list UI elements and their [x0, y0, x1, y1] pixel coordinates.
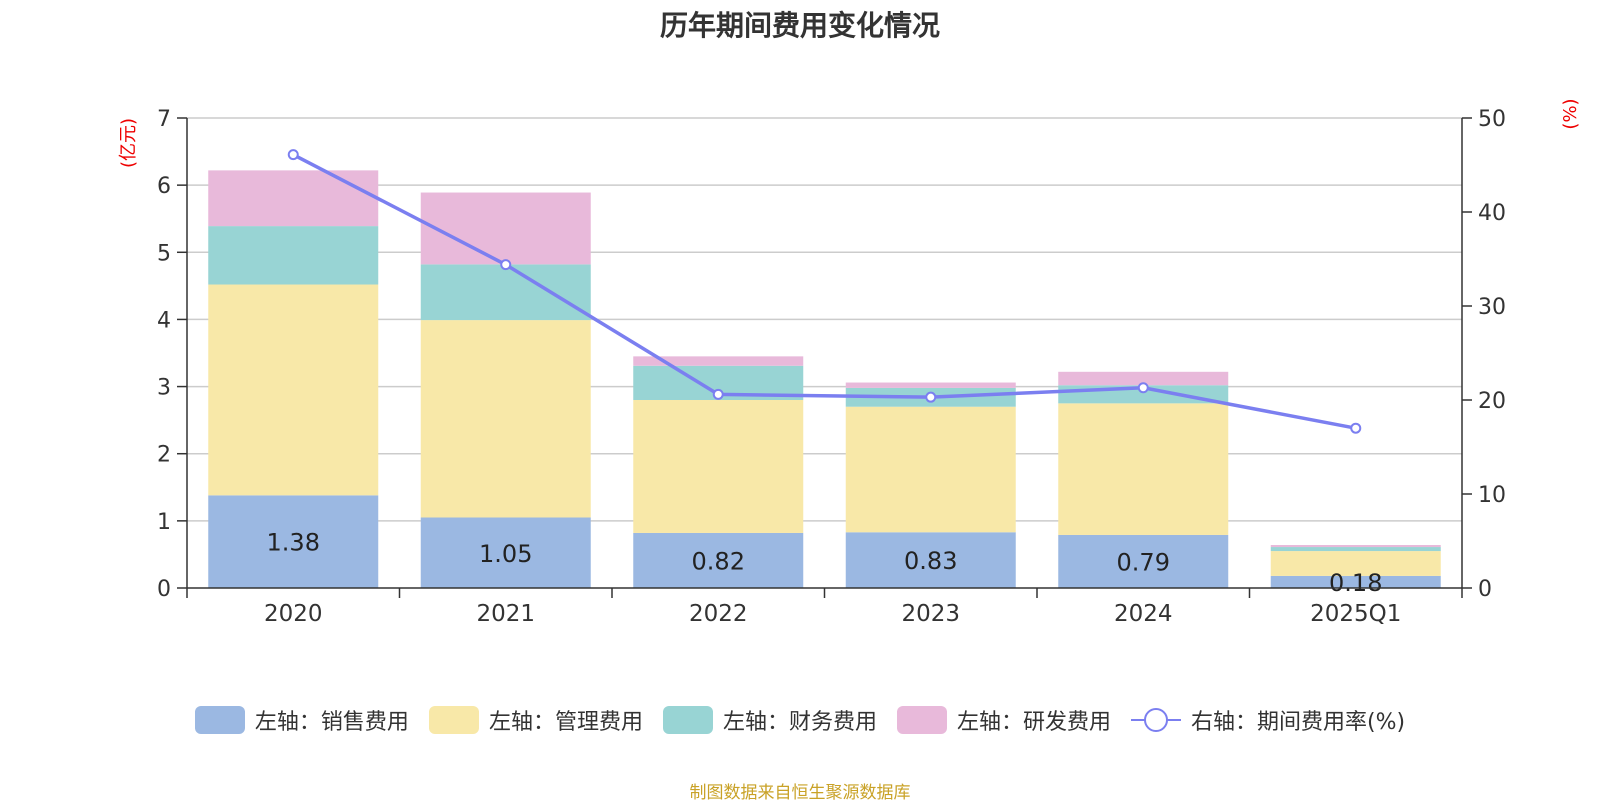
x-tick-label-2022: 2022 [689, 601, 748, 627]
legend-label-sales: 左轴：销售费用 [254, 710, 409, 735]
expense-rate-point-2021 [500, 259, 512, 271]
bar-segment-4-2022 [633, 356, 804, 366]
legend-swatch-admin [428, 706, 479, 734]
bar-data-label-2022: 0.82 [692, 547, 745, 575]
right-axis-unit-label: (%) [1560, 98, 1581, 129]
x-tick-label-2025Q1: 2025Q1 [1310, 601, 1401, 627]
expense-rate-point-2022 [712, 388, 724, 400]
left-tick-label-3: 3 [157, 376, 171, 401]
legend-item-admin[interactable]: 左轴：管理费用 [428, 704, 643, 736]
left-tick-label-0: 0 [157, 577, 171, 602]
bar-segment-4-2025Q1 [1270, 545, 1441, 548]
bar-data-label-2024: 0.79 [1117, 548, 1170, 576]
bar-segment-1-2023 [845, 532, 1016, 588]
left-tick-label-7: 7 [157, 107, 171, 132]
bar-segment-1-2024 [1058, 534, 1229, 588]
bar-segment-1-2021 [420, 517, 591, 588]
bar-segment-1-2025Q1 [1270, 575, 1441, 588]
legend-item-finance[interactable]: 左轴：财务费用 [662, 704, 877, 736]
x-tick-label-2021: 2021 [476, 601, 535, 627]
expense-rate-point-2025Q1 [1350, 422, 1362, 434]
bar-data-label-2020: 1.38 [267, 529, 320, 557]
bar-segment-4-2023 [845, 382, 1016, 388]
right-tick-label-0: 0 [1478, 577, 1492, 602]
bar-segment-3-2021 [420, 264, 591, 321]
right-tick-label-40: 40 [1478, 201, 1506, 226]
legend-swatch-sales [194, 706, 245, 734]
legend-swatch-finance [662, 706, 713, 734]
bar-segment-4-2024 [1058, 371, 1229, 386]
bar-segment-2-2025Q1 [1270, 551, 1441, 576]
x-tick-label-2020: 2020 [264, 601, 323, 627]
bar-segment-1-2020 [208, 495, 379, 588]
bar-segment-1-2022 [633, 532, 804, 588]
expense-rate-point-2023 [925, 391, 937, 403]
legend-label-expense-rate: 右轴：期间费用率(%) [1190, 710, 1406, 735]
bar-segment-2-2024 [1058, 403, 1229, 535]
legend-label-finance: 左轴：财务费用 [722, 710, 877, 735]
right-tick-label-10: 10 [1478, 483, 1506, 508]
bar-segment-3-2025Q1 [1270, 547, 1441, 552]
expense-rate-point-2024 [1137, 382, 1149, 394]
right-tick-label-50: 50 [1478, 107, 1506, 132]
left-axis-unit-label: (亿元) [118, 118, 139, 168]
chart-legend: 左轴：销售费用 左轴：管理费用 左轴：财务费用 左轴：研发费用 右轴：期间费用率… [0, 704, 1600, 736]
bar-segment-4-2020 [208, 170, 379, 227]
x-tick-label-2023: 2023 [901, 601, 960, 627]
left-tick-label-5: 5 [157, 241, 171, 266]
bar-segment-2-2022 [633, 400, 804, 533]
legend-line-icon [1130, 708, 1181, 732]
right-tick-label-20: 20 [1478, 389, 1506, 414]
x-tick-label-2024: 2024 [1114, 601, 1173, 627]
legend-swatch-rnd [896, 706, 947, 734]
left-tick-label-1: 1 [157, 510, 171, 535]
bar-segment-2-2021 [420, 320, 591, 518]
bar-data-label-2021: 1.05 [479, 540, 532, 568]
bar-segment-4-2021 [420, 192, 591, 265]
legend-item-sales[interactable]: 左轴：销售费用 [194, 704, 409, 736]
left-tick-label-6: 6 [157, 174, 171, 199]
expense-rate-point-2020 [287, 149, 299, 161]
expense-rate-line [292, 153, 1357, 430]
right-tick-label-30: 30 [1478, 295, 1506, 320]
source-note: 制图数据来自恒生聚源数据库 [689, 783, 911, 803]
legend-label-admin: 左轴：管理费用 [488, 710, 643, 735]
legend-item-expense-rate[interactable]: 右轴：期间费用率(%) [1130, 704, 1406, 736]
chart-title: 历年期间费用变化情况 [659, 9, 940, 42]
legend-label-rnd: 左轴：研发费用 [956, 710, 1111, 735]
bar-segment-2-2023 [845, 406, 1016, 533]
bar-data-label-2023: 0.83 [904, 547, 957, 575]
left-tick-label-4: 4 [157, 308, 171, 333]
bar-segment-3-2020 [208, 226, 379, 285]
left-tick-label-2: 2 [157, 443, 171, 468]
bar-segment-2-2020 [208, 284, 379, 496]
legend-item-rnd[interactable]: 左轴：研发费用 [896, 704, 1111, 736]
bar-data-label-2025Q1: 0.18 [1329, 569, 1382, 597]
